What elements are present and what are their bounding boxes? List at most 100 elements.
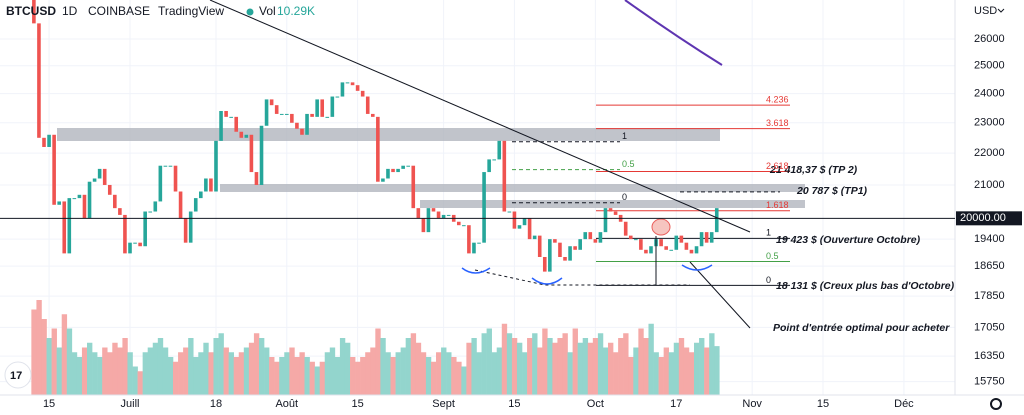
candle bbox=[148, 211, 153, 213]
volume-bar bbox=[223, 347, 229, 395]
volume-bar bbox=[446, 352, 452, 395]
candle bbox=[669, 249, 674, 251]
candle bbox=[542, 256, 547, 272]
candle bbox=[593, 239, 598, 243]
candle bbox=[406, 165, 411, 167]
candle bbox=[603, 208, 608, 233]
candle bbox=[684, 242, 689, 250]
candle bbox=[92, 178, 97, 182]
volume-bar bbox=[228, 352, 234, 395]
fib-label: 1 bbox=[766, 228, 771, 238]
candle bbox=[330, 96, 335, 117]
candle bbox=[143, 211, 147, 247]
volume-bar bbox=[491, 352, 498, 395]
volume-bar bbox=[127, 352, 133, 395]
candle bbox=[320, 99, 325, 117]
candle bbox=[699, 232, 704, 247]
volume-bar bbox=[365, 352, 371, 395]
volume-bar bbox=[451, 357, 457, 395]
volume-bar bbox=[46, 338, 52, 395]
volume-bar bbox=[400, 347, 406, 395]
candle bbox=[158, 165, 163, 202]
candle bbox=[350, 82, 355, 86]
x-tick-label: 15 bbox=[508, 398, 520, 410]
volume-bar bbox=[638, 328, 644, 395]
x-tick-label: 15 bbox=[43, 398, 55, 410]
candle bbox=[47, 134, 51, 147]
candle bbox=[102, 168, 107, 185]
x-tick-label: 15 bbox=[351, 398, 363, 410]
candle bbox=[467, 225, 471, 254]
volume-bar bbox=[360, 357, 366, 395]
volume-bar bbox=[370, 347, 376, 395]
settings[interactable] bbox=[990, 398, 1002, 410]
volume-bar bbox=[663, 347, 670, 395]
candle bbox=[315, 99, 319, 117]
volume-bar bbox=[537, 347, 543, 395]
candle bbox=[219, 110, 223, 141]
volume-bar bbox=[258, 338, 265, 395]
candle bbox=[113, 194, 117, 209]
volume-bar bbox=[178, 352, 184, 395]
x-tick-label: Sept bbox=[432, 398, 455, 410]
candle bbox=[583, 232, 588, 240]
volume-bar bbox=[597, 333, 604, 395]
x-tick-label: 17 bbox=[670, 398, 682, 410]
volume-bar bbox=[476, 352, 482, 395]
volume-bar bbox=[294, 357, 300, 395]
volume-bar bbox=[269, 357, 275, 395]
candle bbox=[295, 122, 299, 129]
candle bbox=[249, 134, 254, 173]
volume-bar bbox=[592, 338, 599, 395]
candle bbox=[694, 246, 699, 254]
volume-bar bbox=[522, 352, 528, 395]
candle bbox=[376, 116, 380, 182]
volume-bar bbox=[608, 342, 614, 395]
volume-bar bbox=[162, 347, 169, 395]
volume-bar bbox=[334, 357, 341, 395]
candle bbox=[487, 159, 491, 173]
volume-bar bbox=[355, 361, 361, 395]
volume-bar bbox=[693, 342, 700, 395]
candle bbox=[163, 165, 168, 167]
y-tick-label: 26000 bbox=[974, 33, 1005, 45]
y-tick-label: 15750 bbox=[974, 376, 1005, 388]
volume-bar bbox=[41, 319, 47, 395]
candle bbox=[689, 249, 694, 254]
volume-bar bbox=[683, 347, 690, 395]
fib-label: 3.618 bbox=[766, 118, 789, 128]
x-tick-label: 18 bbox=[210, 398, 222, 410]
volume-bar bbox=[648, 323, 654, 395]
candle bbox=[365, 96, 370, 114]
zone bbox=[220, 184, 805, 192]
candle bbox=[396, 168, 400, 173]
volume-bar bbox=[117, 347, 123, 395]
volume-bar bbox=[390, 357, 396, 395]
volume-bar bbox=[203, 342, 209, 395]
fib-label: 0 bbox=[622, 192, 627, 202]
volume-bar bbox=[264, 347, 270, 395]
candle bbox=[532, 235, 537, 240]
fib-label: 4.236 bbox=[766, 94, 789, 104]
volume-bar bbox=[157, 338, 164, 395]
volume-bar bbox=[486, 328, 492, 395]
volume-bar bbox=[107, 352, 113, 395]
candle bbox=[517, 225, 522, 229]
candle bbox=[568, 246, 572, 261]
volume-bar bbox=[441, 347, 447, 395]
fib-label: 2.618 bbox=[766, 161, 789, 171]
candle bbox=[279, 113, 284, 115]
volume-bar bbox=[613, 352, 619, 395]
candle bbox=[259, 125, 264, 185]
dropdown[interactable] bbox=[997, 8, 1005, 13]
candle bbox=[644, 249, 648, 254]
candle bbox=[168, 165, 173, 167]
volume-bar bbox=[142, 352, 149, 395]
candle bbox=[714, 208, 719, 233]
volume-bar bbox=[552, 342, 558, 395]
symbol: BTCUSD bbox=[6, 4, 56, 18]
volume-bar bbox=[461, 366, 467, 395]
volume-bar bbox=[279, 357, 285, 395]
volume-bar bbox=[122, 338, 128, 395]
